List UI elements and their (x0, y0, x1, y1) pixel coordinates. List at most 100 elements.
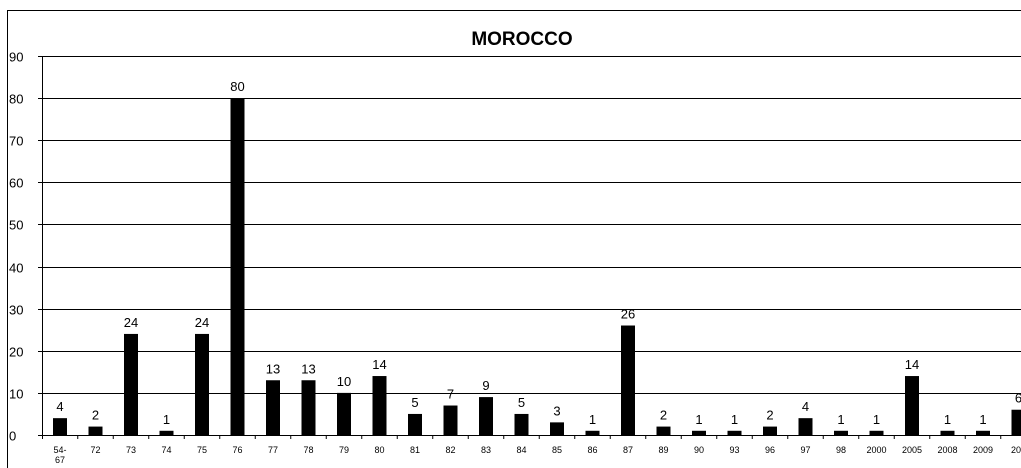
x-tick-label: 86 (587, 445, 597, 455)
data-label: 5 (518, 395, 525, 410)
x-tick-label: 2009 (973, 445, 993, 455)
bar (1011, 409, 1021, 435)
bar (88, 426, 103, 435)
x-tick-label: 85 (552, 445, 562, 455)
data-label: 1 (944, 412, 951, 427)
x-tick-label: 80 (374, 445, 384, 455)
bar (656, 426, 671, 435)
bar (692, 430, 706, 435)
bar (266, 380, 280, 435)
bar (337, 392, 351, 435)
data-label: 1 (979, 412, 986, 427)
data-label: 1 (163, 412, 170, 427)
x-tick-label: 98 (836, 445, 846, 455)
data-label: 4 (802, 399, 809, 414)
data-label: 5 (411, 395, 418, 410)
data-label: 3 (553, 403, 560, 418)
x-tick-label: 90 (694, 445, 704, 455)
x-tick-label: 73 (126, 445, 136, 455)
data-label: 24 (124, 315, 138, 330)
data-label: 2 (92, 408, 99, 423)
data-label: 2 (660, 408, 667, 423)
x-tick-label: 201 (1011, 445, 1021, 455)
x-tick-label: 83 (481, 445, 491, 455)
bar (408, 413, 422, 435)
data-label: 26 (621, 307, 635, 322)
bar (905, 376, 919, 435)
x-tick-label: 75 (197, 445, 207, 455)
bar (195, 333, 209, 435)
data-label: 1 (837, 412, 844, 427)
chart-frame (7, 10, 1021, 468)
x-tick-label: 2008 (937, 445, 957, 455)
bar (798, 418, 813, 435)
y-tick-label: 90 (9, 50, 23, 65)
data-label: 24 (195, 315, 209, 330)
bar (976, 430, 990, 435)
data-label: 13 (266, 361, 280, 376)
x-tick-label: 82 (445, 445, 455, 455)
bar (53, 418, 67, 435)
bar (301, 380, 316, 435)
bar (834, 430, 848, 435)
x-tick-label: 76 (232, 445, 242, 455)
x-tick-label: 79 (339, 445, 349, 455)
data-label: 7 (447, 387, 454, 402)
x-tick-label: 89 (658, 445, 668, 455)
x-tick-label: 87 (623, 445, 633, 455)
data-label: 1 (873, 412, 880, 427)
x-tick-label: 84 (516, 445, 526, 455)
bar (230, 98, 245, 435)
x-tick-label: 2005 (902, 445, 922, 455)
bar (550, 422, 564, 435)
x-tick-label: 72 (90, 445, 100, 455)
data-label: 80 (230, 79, 244, 94)
bar (479, 397, 493, 435)
data-label: 2 (766, 408, 773, 423)
x-tick-label: 96 (765, 445, 775, 455)
bar (159, 430, 174, 435)
y-tick-label: 50 (9, 218, 23, 233)
y-axis-ticks: 0 10 20 30 40 50 60 70 80 90 (9, 50, 23, 444)
x-tick-label: 78 (303, 445, 313, 455)
bar (124, 333, 138, 435)
x-tick-label: 2000 (866, 445, 886, 455)
data-label: 1 (731, 412, 738, 427)
bars (53, 98, 1021, 435)
x-tick-label: 81 (410, 445, 420, 455)
data-label: 4 (56, 399, 63, 414)
data-label: 13 (301, 361, 315, 376)
y-tick-label: 30 (9, 303, 23, 318)
x-tick-label: 77 (268, 445, 278, 455)
bar (621, 325, 635, 435)
y-tick-label: 40 (9, 261, 23, 276)
bar (940, 430, 955, 435)
y-tick-label: 70 (9, 134, 23, 149)
bar (443, 405, 458, 435)
data-label: 1 (589, 412, 596, 427)
data-label: 14 (905, 357, 919, 372)
bar (372, 376, 387, 435)
data-label: 6 (1015, 391, 1021, 406)
y-tick-label: 80 (9, 92, 23, 107)
chart-title: MOROCCO (471, 29, 572, 50)
x-tick-label: 93 (729, 445, 739, 455)
bar (727, 430, 742, 435)
y-tick-label: 0 (9, 429, 16, 444)
x-tick-label: 74 (161, 445, 171, 455)
y-tick-label: 20 (9, 345, 23, 360)
data-label: 1 (695, 412, 702, 427)
y-tick-label: 60 (9, 176, 23, 191)
x-tick-label: 97 (800, 445, 810, 455)
x-axis-ticks: 54-67 72 73 74 75 76 77 78 79 80 81 82 83 84 85 86 87 89 9… (53, 435, 1021, 465)
bar (585, 430, 600, 435)
y-tick-label: 10 (9, 387, 23, 402)
bar (514, 413, 529, 435)
bar (763, 426, 777, 435)
data-label: 9 (482, 378, 489, 393)
x-tick-label: 54-67 (53, 445, 66, 465)
bar (869, 430, 884, 435)
